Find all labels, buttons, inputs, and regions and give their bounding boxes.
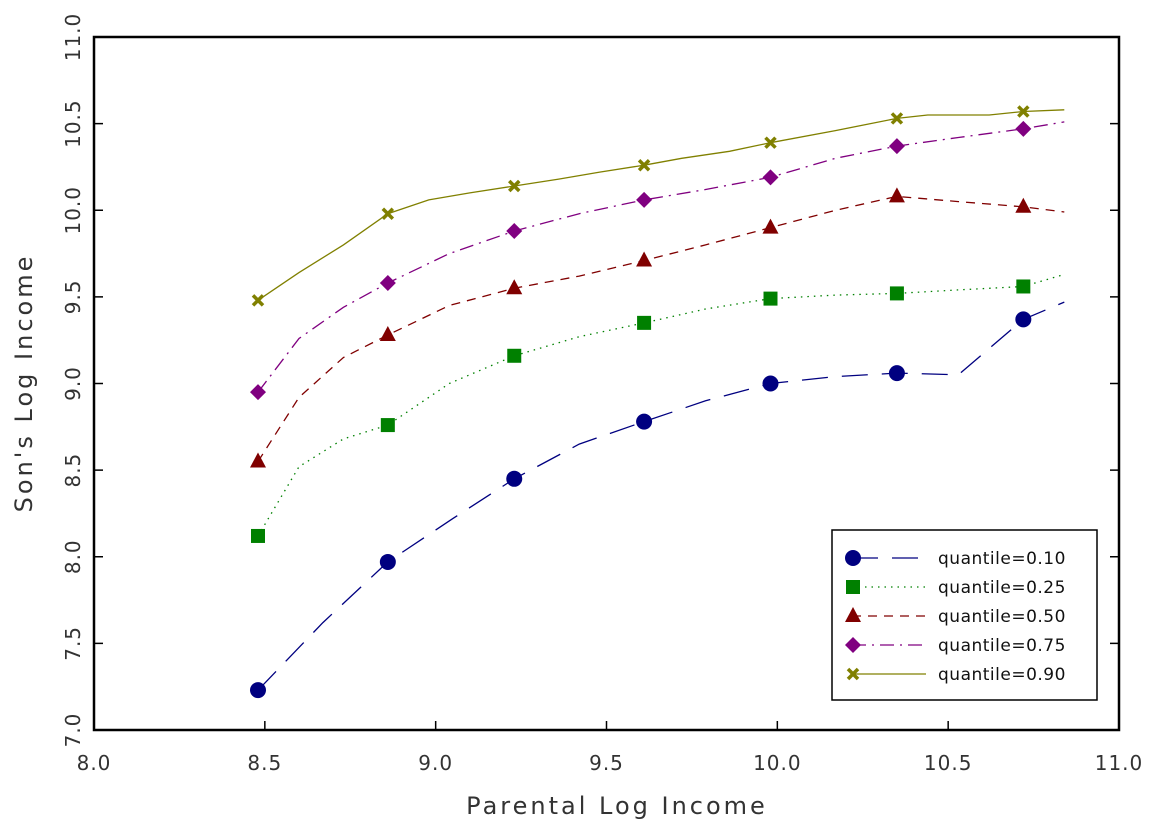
x-tick-label: 9.5 <box>589 751 624 775</box>
x-tick-label: 8.5 <box>247 751 282 775</box>
series-line <box>258 196 1064 461</box>
data-point <box>380 554 396 570</box>
data-point <box>250 384 266 400</box>
data-point <box>250 452 266 467</box>
data-point <box>506 223 522 239</box>
data-point <box>381 418 395 432</box>
data-point <box>506 471 522 487</box>
y-tick-label: 7.0 <box>61 713 85 748</box>
legend-label: quantile=0.10 <box>938 549 1066 569</box>
data-point <box>636 192 652 208</box>
y-tick-label: 11.0 <box>61 13 85 62</box>
y-tick-label: 9.0 <box>61 366 85 401</box>
x-tick-label: 10.5 <box>924 751 973 775</box>
data-point <box>889 138 905 154</box>
series-quantile=0.90 <box>253 106 1064 305</box>
data-point <box>1015 121 1031 137</box>
data-point <box>1016 279 1030 293</box>
legend-label: quantile=0.25 <box>938 578 1066 598</box>
data-point <box>251 529 265 543</box>
y-tick-label: 9.5 <box>61 279 85 314</box>
legend-marker <box>845 550 861 566</box>
data-point <box>380 326 396 341</box>
y-tick-label: 7.5 <box>61 626 85 661</box>
y-axis-title: Son's Log Income <box>10 254 38 513</box>
data-point <box>763 169 779 185</box>
y-tick-label: 8.5 <box>61 453 85 488</box>
data-point <box>889 187 905 202</box>
legend-label: quantile=0.50 <box>938 607 1066 627</box>
data-point <box>763 219 779 234</box>
data-point <box>383 209 393 219</box>
data-point <box>1015 311 1031 327</box>
data-point <box>764 292 778 306</box>
data-point <box>889 365 905 381</box>
data-point <box>890 286 904 300</box>
legend-label: quantile=0.90 <box>938 665 1066 685</box>
data-point <box>763 376 779 392</box>
legend-label: quantile=0.75 <box>938 636 1066 656</box>
data-point <box>507 349 521 363</box>
data-point <box>637 316 651 330</box>
y-tick-label: 8.0 <box>61 539 85 574</box>
y-tick-label: 10.0 <box>61 186 85 235</box>
data-point <box>380 275 396 291</box>
data-point <box>1015 198 1031 213</box>
series-quantile=0.25 <box>251 274 1064 543</box>
data-point <box>253 295 263 305</box>
data-point <box>636 251 652 266</box>
x-tick-label: 10.0 <box>753 751 802 775</box>
series-line <box>258 274 1064 536</box>
x-tick-label: 9.0 <box>418 751 453 775</box>
legend-marker <box>846 580 860 594</box>
x-tick-label: 8.0 <box>77 751 112 775</box>
series-quantile=0.50 <box>250 187 1064 467</box>
data-point <box>250 682 266 698</box>
data-point <box>636 414 652 430</box>
x-axis-title: Parental Log Income <box>466 792 768 820</box>
series-line <box>258 110 1064 300</box>
y-tick-label: 10.5 <box>61 99 85 148</box>
x-tick-label: 11.0 <box>1095 751 1144 775</box>
legend: quantile=0.10 quantile=0.25 quantile=0.50 q… <box>832 530 1097 700</box>
